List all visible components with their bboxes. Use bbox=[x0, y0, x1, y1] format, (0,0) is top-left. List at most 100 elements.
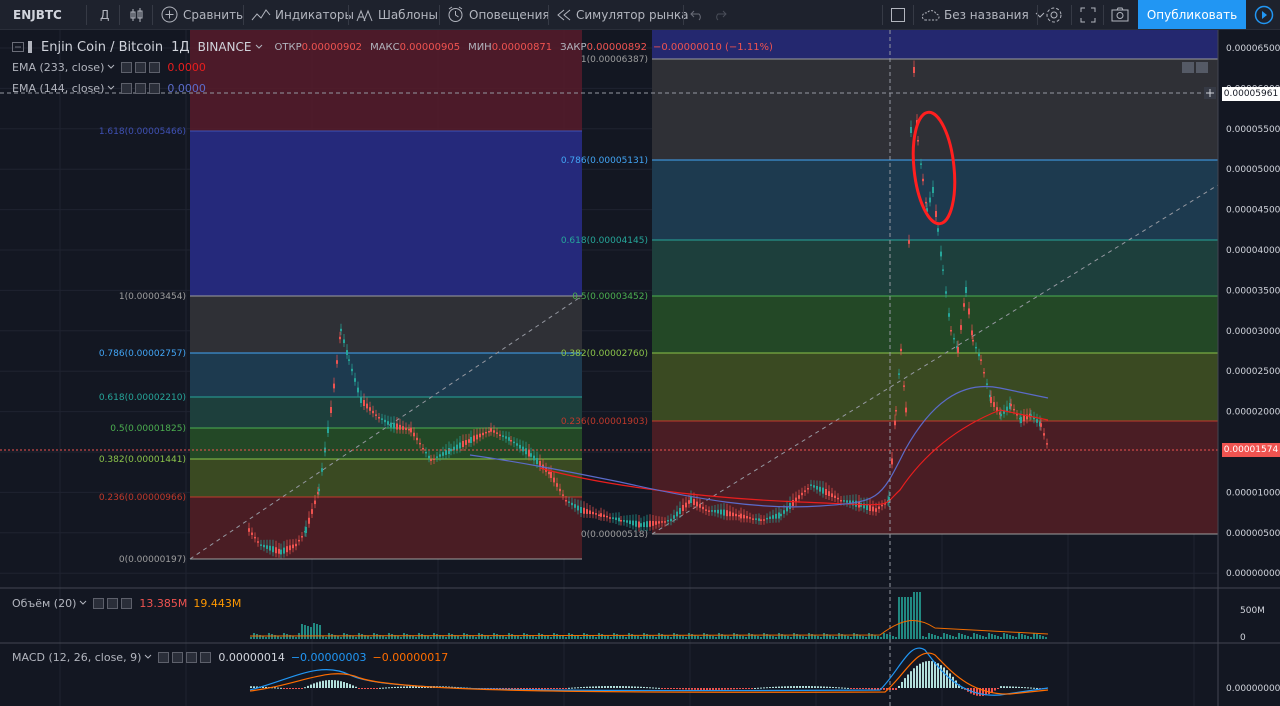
ema144-legend[interactable]: EMA (144, close) 0.0000 bbox=[12, 79, 206, 97]
candle-body bbox=[758, 518, 760, 521]
templates-button[interactable]: Шаблоны bbox=[355, 0, 438, 29]
candle-body bbox=[327, 427, 329, 433]
main-legend[interactable]: Enjin Coin / Bitcoin 1Д BINANCE ОТКР 0.0… bbox=[12, 38, 773, 56]
candle-body bbox=[533, 455, 535, 461]
volume-bar bbox=[457, 636, 459, 639]
compare-button[interactable]: Сравнить bbox=[161, 0, 243, 29]
volume-bar bbox=[547, 636, 549, 639]
candle-body bbox=[726, 510, 728, 517]
volume-bar bbox=[871, 634, 873, 639]
bar-replay-button[interactable]: Симулятор рынка bbox=[556, 0, 689, 29]
indicators-icon bbox=[251, 8, 271, 20]
alerts-button[interactable]: Оповещения bbox=[447, 0, 550, 29]
redo-button[interactable] bbox=[713, 0, 727, 29]
volume-bar bbox=[916, 592, 918, 639]
macd-histogram-bar bbox=[775, 686, 777, 688]
volume-bar bbox=[832, 636, 834, 639]
volume-bar bbox=[685, 637, 687, 639]
volume-bar bbox=[730, 637, 732, 639]
volume-bar bbox=[994, 635, 996, 639]
macd-legend[interactable]: MACD (12, 26, close, 9) 0.00000014 −0.00… bbox=[12, 648, 448, 666]
indicators-button[interactable]: Индикаторы bbox=[251, 0, 354, 29]
volume-bar bbox=[541, 634, 543, 639]
fullscreen-select-button[interactable] bbox=[890, 0, 906, 29]
volume-bar bbox=[877, 636, 879, 639]
candle-body bbox=[763, 519, 765, 521]
volume-legend[interactable]: Объём (20) 13.385M 19.443M bbox=[12, 594, 241, 612]
macd-histogram-bar bbox=[799, 686, 801, 688]
candle-body bbox=[975, 346, 977, 349]
macd-histogram-bar bbox=[817, 686, 819, 688]
macd-histogram-bar bbox=[847, 687, 849, 689]
publish-play-button[interactable] bbox=[1247, 0, 1280, 29]
eye-icon[interactable] bbox=[93, 597, 105, 609]
macd-histogram-bar bbox=[1000, 686, 1002, 688]
layout-name-button[interactable]: Без названия bbox=[920, 0, 1045, 29]
volume-ma-line bbox=[249, 620, 1049, 637]
volume-bar bbox=[565, 637, 567, 639]
publish-button[interactable]: Опубликовать bbox=[1138, 0, 1246, 29]
volume-bar bbox=[394, 635, 396, 639]
fib-retracement-2[interactable]: 1(0.00006387) 0.786(0.00005131) 0.618(0.… bbox=[561, 30, 1219, 540]
close-icon[interactable] bbox=[149, 61, 161, 73]
collapse-legend-icon[interactable] bbox=[12, 42, 24, 52]
candle-body bbox=[513, 441, 515, 444]
volume-bar bbox=[922, 636, 924, 639]
candle-body bbox=[550, 472, 552, 478]
fib2-settings-icon[interactable] bbox=[1196, 62, 1208, 73]
price-axis-label: 0.00003500 bbox=[1226, 286, 1280, 296]
candle-body bbox=[1046, 443, 1048, 445]
chevron-down-icon[interactable] bbox=[107, 85, 115, 91]
toolbar-divider bbox=[1037, 5, 1038, 25]
gear-icon[interactable] bbox=[107, 597, 119, 609]
chevron-down-icon[interactable] bbox=[79, 600, 87, 606]
snapshot-button[interactable] bbox=[1111, 0, 1129, 29]
macd-histogram-bar bbox=[928, 660, 930, 688]
highlight-ellipse[interactable] bbox=[908, 110, 959, 226]
gear-icon[interactable] bbox=[172, 651, 184, 663]
macd-histogram-bar bbox=[895, 688, 897, 690]
macd-line bbox=[249, 647, 1049, 696]
volume-bar bbox=[580, 637, 582, 639]
macd-histogram-bar bbox=[550, 688, 552, 689]
chevron-down-icon[interactable] bbox=[144, 654, 152, 660]
candle-body bbox=[556, 483, 558, 487]
candle-body bbox=[760, 519, 762, 521]
candle-body bbox=[482, 432, 484, 436]
volume-bar bbox=[424, 635, 426, 639]
eye-icon[interactable] bbox=[158, 651, 170, 663]
macd-histogram-bar bbox=[559, 688, 561, 689]
high-value: 0.00000905 bbox=[399, 41, 461, 53]
macd-histogram-bar bbox=[655, 687, 657, 689]
undo-button[interactable] bbox=[690, 0, 704, 29]
fullscreen-button[interactable] bbox=[1080, 0, 1096, 29]
source-icon[interactable] bbox=[186, 651, 198, 663]
candle-body bbox=[425, 451, 427, 454]
ema233-legend[interactable]: EMA (233, close) 0.0000 bbox=[12, 58, 206, 76]
macd-histogram-bar bbox=[937, 663, 939, 688]
chevron-down-icon[interactable] bbox=[255, 44, 263, 50]
volume-value-1: 13.385M bbox=[139, 596, 188, 610]
macd-histogram-bar bbox=[409, 686, 411, 688]
close-icon[interactable] bbox=[121, 597, 133, 609]
ema144-label: EMA (144, close) bbox=[12, 81, 105, 95]
macd-histogram-bar bbox=[736, 688, 738, 690]
chart-style-button[interactable] bbox=[129, 0, 145, 29]
macd-histogram-bar bbox=[718, 688, 720, 690]
chevron-down-icon[interactable] bbox=[107, 64, 115, 70]
close-icon[interactable] bbox=[149, 82, 161, 94]
eye-icon[interactable] bbox=[121, 82, 133, 94]
interval-button[interactable]: Д bbox=[100, 7, 110, 22]
chart-canvas[interactable]: 1.618(0.00005466) 1(0.00003454) 0.786(0.… bbox=[0, 30, 1280, 706]
fib2-collapse-icon[interactable] bbox=[1182, 62, 1194, 73]
volume-bar bbox=[619, 635, 621, 639]
gear-icon[interactable] bbox=[135, 61, 147, 73]
candle-body bbox=[525, 448, 527, 455]
symbol-search-button[interactable]: ENJBTC bbox=[13, 7, 62, 22]
candle-body bbox=[643, 522, 645, 527]
fib-retracement-1[interactable]: 1.618(0.00005466) 1(0.00003454) 0.786(0.… bbox=[99, 30, 583, 565]
gear-icon[interactable] bbox=[135, 82, 147, 94]
close-icon[interactable] bbox=[200, 651, 212, 663]
settings-button[interactable] bbox=[1045, 0, 1063, 29]
eye-icon[interactable] bbox=[121, 61, 133, 73]
